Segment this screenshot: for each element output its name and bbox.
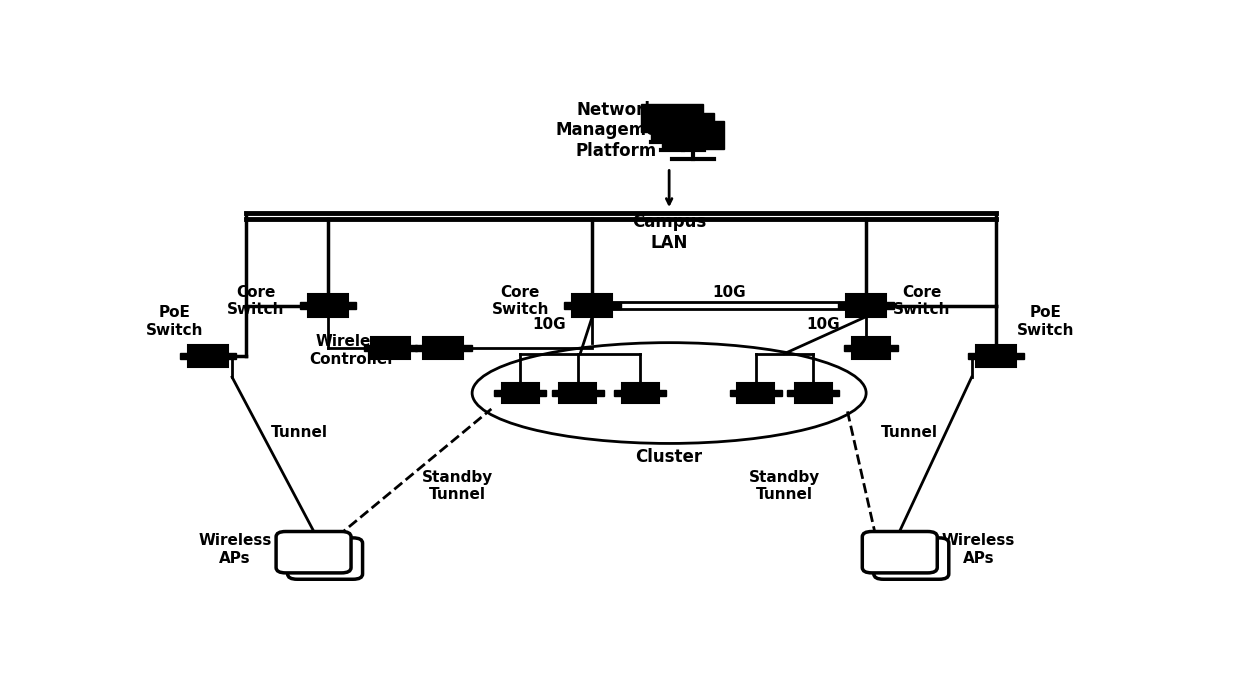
Bar — [300, 302, 308, 309]
Bar — [976, 344, 1016, 367]
Bar — [729, 390, 737, 396]
Text: Wireless
Controller: Wireless Controller — [309, 334, 394, 367]
Bar — [552, 390, 559, 396]
Bar — [495, 390, 502, 396]
Bar — [614, 390, 621, 396]
Text: PoE
Switch: PoE Switch — [1017, 305, 1075, 338]
Bar — [846, 294, 887, 317]
Text: Network
Management
Platform: Network Management Platform — [556, 101, 677, 161]
Bar — [308, 294, 348, 317]
Bar — [572, 294, 613, 317]
Bar — [187, 344, 228, 367]
Bar — [832, 390, 839, 396]
Bar — [363, 345, 371, 351]
Bar — [844, 345, 852, 351]
FancyBboxPatch shape — [288, 538, 362, 579]
Bar — [180, 353, 187, 359]
Text: 10G: 10G — [806, 317, 839, 331]
Bar — [415, 344, 423, 351]
Bar — [596, 390, 604, 396]
Bar — [838, 302, 846, 309]
Bar — [967, 353, 976, 359]
Bar — [502, 383, 538, 403]
Bar — [795, 383, 832, 403]
Text: PoE
Switch: PoE Switch — [145, 305, 203, 338]
Bar — [409, 345, 418, 351]
Bar — [852, 338, 890, 358]
Bar — [423, 337, 464, 359]
Bar — [774, 390, 781, 396]
FancyBboxPatch shape — [277, 531, 351, 573]
Bar — [890, 345, 898, 351]
Text: Campus
LAN: Campus LAN — [632, 214, 707, 252]
Text: 10G: 10G — [532, 317, 565, 331]
Bar — [228, 353, 236, 359]
Text: Core
Switch: Core Switch — [491, 285, 549, 318]
FancyBboxPatch shape — [874, 538, 949, 579]
Bar — [348, 302, 356, 309]
Bar — [538, 390, 546, 396]
Bar — [787, 390, 795, 396]
Bar — [464, 344, 471, 351]
Bar — [887, 302, 894, 309]
Text: Standby
Tunnel: Standby Tunnel — [422, 470, 494, 502]
Text: Core
Switch: Core Switch — [893, 285, 951, 318]
Text: Tunnel: Tunnel — [880, 425, 937, 440]
Bar — [737, 383, 774, 403]
FancyBboxPatch shape — [862, 531, 937, 573]
Bar — [564, 302, 572, 309]
Bar — [651, 113, 714, 141]
Bar — [1016, 353, 1024, 359]
Text: Core
Switch: Core Switch — [227, 285, 285, 318]
Text: Standby
Tunnel: Standby Tunnel — [749, 470, 820, 502]
Text: 10G: 10G — [713, 285, 746, 300]
Text: Wireless
APs: Wireless APs — [198, 533, 272, 566]
Bar — [658, 390, 666, 396]
Text: Wireless
APs: Wireless APs — [942, 533, 1016, 566]
Bar — [613, 302, 620, 309]
Text: Tunnel: Tunnel — [270, 425, 327, 440]
Text: Cluster: Cluster — [636, 448, 703, 466]
Bar — [662, 121, 724, 149]
Bar — [621, 383, 658, 403]
Bar — [559, 383, 596, 403]
Bar — [641, 105, 703, 132]
Bar — [371, 338, 409, 358]
